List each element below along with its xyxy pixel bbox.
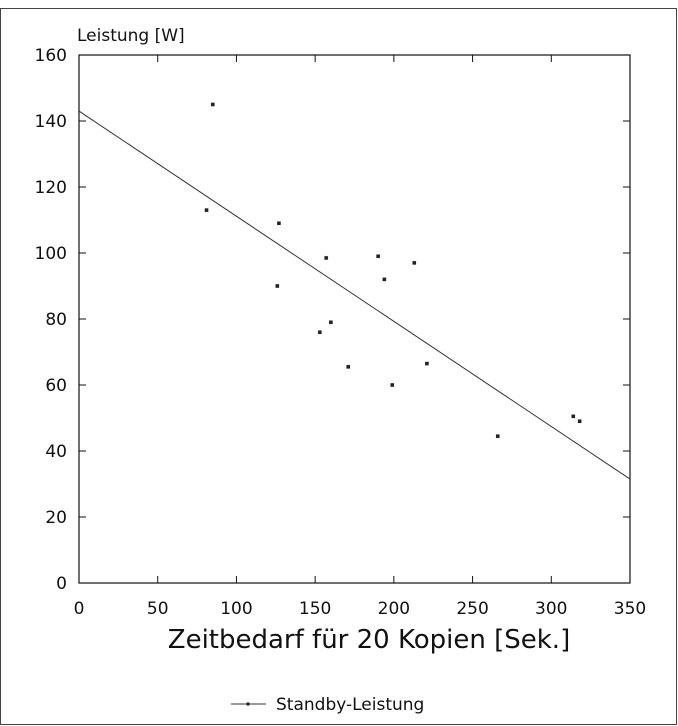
- data-points: [204, 102, 582, 439]
- data-point: [382, 277, 387, 282]
- x-tick-label: 250: [456, 599, 488, 619]
- y-tick-label: 40: [45, 442, 67, 462]
- data-point: [571, 414, 576, 419]
- plot-area: [78, 54, 631, 584]
- data-point: [577, 419, 582, 424]
- data-point: [204, 207, 209, 213]
- y-tick-label: 100: [35, 244, 67, 264]
- outer-frame: [0, 8, 677, 725]
- data-point: [375, 254, 381, 259]
- x-tick-label: 150: [299, 599, 331, 619]
- data-point: [495, 433, 500, 439]
- y-tick-label: 140: [35, 112, 67, 132]
- y-tick-label: 160: [35, 46, 67, 66]
- data-point: [275, 283, 280, 289]
- data-point: [412, 260, 417, 266]
- data-point: [323, 255, 329, 261]
- x-tick-label: 200: [378, 599, 410, 619]
- trendline: [78, 110, 631, 480]
- y-axis: 0 20 40 60 80 100 120 140 160: [35, 46, 630, 594]
- y-tick-label: 120: [35, 178, 67, 198]
- legend-label: Standby-Leistung: [276, 695, 424, 715]
- trendline-layer: [78, 110, 631, 480]
- data-point: [328, 320, 334, 325]
- y-tick-label: 80: [45, 310, 67, 330]
- y-tick-label: 60: [45, 376, 67, 396]
- x-tick-label: 50: [147, 599, 169, 619]
- y-tick-label: 20: [45, 508, 67, 528]
- x-tick-label: 100: [220, 599, 252, 619]
- data-point: [390, 382, 395, 388]
- data-point: [424, 361, 430, 366]
- plot-frame: [78, 54, 631, 584]
- y-tick-label: 0: [56, 574, 67, 594]
- y-axis-label: Leistung [W]: [77, 26, 185, 46]
- x-tick-label: 0: [74, 599, 85, 619]
- legend-marker: [246, 702, 250, 706]
- x-tick-label: 300: [535, 599, 567, 619]
- data-point: [210, 102, 216, 107]
- x-axis: 0 50 100 150 200 250 300 350: [74, 55, 646, 619]
- data-point: [317, 330, 323, 335]
- data-point: [276, 221, 282, 226]
- data-point: [346, 364, 351, 370]
- x-tick-label: 350: [614, 599, 646, 619]
- x-axis-label: Zeitbedarf für 20 Kopien [Sek.]: [168, 625, 570, 655]
- legend: Standby-Leistung: [231, 695, 424, 715]
